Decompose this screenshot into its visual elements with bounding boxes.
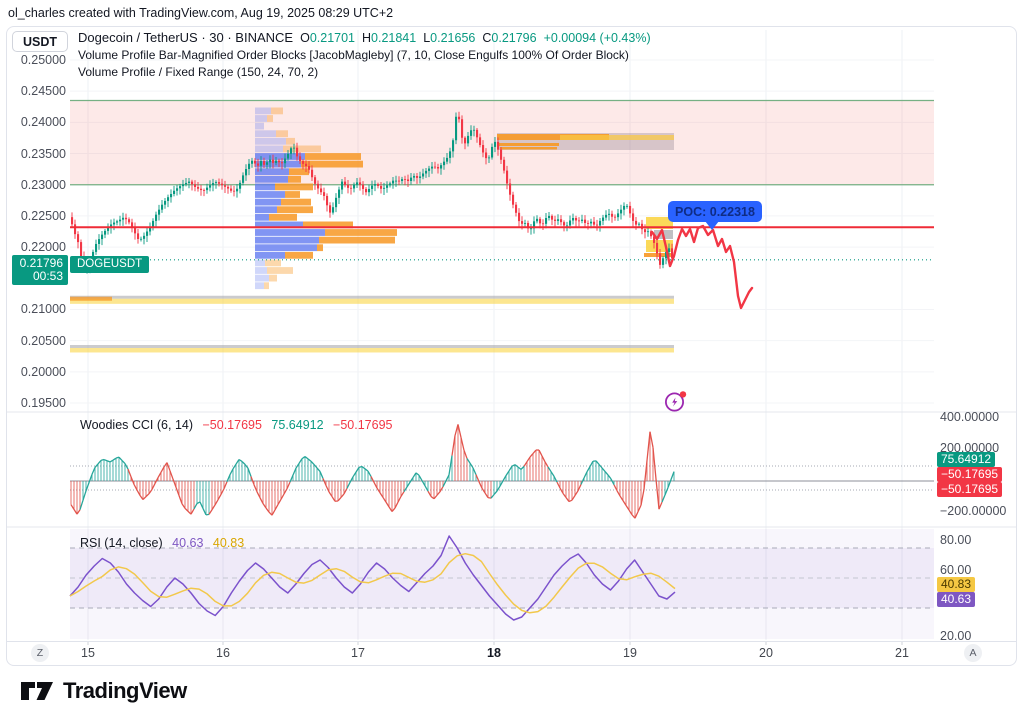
rsi-ma-line xyxy=(69,552,676,614)
cci-axis-label: 200.00000 xyxy=(940,441,1000,455)
rsi-axis-label: 20.00 xyxy=(940,629,972,643)
time-axis-divider xyxy=(7,641,1016,642)
cci-value-low2: −50.17695 xyxy=(333,418,393,432)
time-axis-label-15[interactable]: 15 xyxy=(81,646,95,660)
cci-value-low1: −50.17695 xyxy=(202,418,262,432)
cci-legend[interactable]: Woodies CCI (6, 14) −50.17695 75.64912 −… xyxy=(80,418,392,432)
price-change: +0.00094 (+0.43%) xyxy=(543,31,651,45)
ohlc-open-value: 0.21701 xyxy=(309,31,355,45)
forecast-drawing xyxy=(650,224,754,310)
cci-badge: −50.17695 xyxy=(937,467,1003,482)
rsi-value: 40.63 xyxy=(172,536,204,550)
time-axis-label-16[interactable]: 16 xyxy=(216,646,230,660)
tradingview-logo[interactable]: TradingView xyxy=(20,678,187,704)
time-axis-label-18[interactable]: 18 xyxy=(487,646,501,660)
price-axis-label: 0.20500 xyxy=(20,333,66,348)
timezone-button[interactable]: Z xyxy=(31,644,49,662)
price-axis-label: 0.24000 xyxy=(20,115,66,130)
price-axis-label: 0.23000 xyxy=(20,177,66,192)
symbol-title[interactable]: Dogecoin / TetherUS · 30 · BINANCE xyxy=(78,30,294,45)
time-axis-label-20[interactable]: 20 xyxy=(759,646,773,660)
rsi-legend[interactable]: RSI (14, close) 40.63 40.83 xyxy=(80,536,244,550)
cci-axis-label: 400.00000 xyxy=(940,410,1000,424)
price-axis-label: 0.22000 xyxy=(20,240,66,255)
time-axis-label-17[interactable]: 17 xyxy=(351,646,365,660)
tradingview-logo-icon xyxy=(21,681,53,700)
price-axis-label: 0.24500 xyxy=(20,84,66,99)
bar-countdown: 00:53 xyxy=(32,269,63,283)
cci-axis-label: −200.00000 xyxy=(940,504,1007,518)
price-axis-label: 0.23500 xyxy=(20,146,66,161)
indicator-legend-volume-profile[interactable]: Volume Profile / Fixed Range (150, 24, 7… xyxy=(78,65,319,79)
symbol-title-row: Dogecoin / TetherUS · 30 · BINANCE O0.217… xyxy=(78,30,651,46)
ohlc-low-label: L xyxy=(423,31,431,45)
symbol-legend[interactable]: Dogecoin / TetherUS · 30 · BINANCE O0.217… xyxy=(78,30,651,80)
price-axis-label: 0.20000 xyxy=(20,364,66,379)
time-axis-label-21[interactable]: 21 xyxy=(895,646,909,660)
ohlc-close-value: 0.21796 xyxy=(491,31,537,45)
time-axis-label-19[interactable]: 19 xyxy=(623,646,637,660)
rsi-axis-label: 60.00 xyxy=(940,563,972,577)
auto-scale-button[interactable]: A xyxy=(964,644,982,662)
boost-lightning-icon[interactable] xyxy=(664,390,687,413)
credit-line: ol_charles created with TradingView.com,… xyxy=(8,6,394,20)
price-axis-label: 0.25000 xyxy=(20,53,66,67)
indicator-legend-order-blocks[interactable]: Volume Profile Bar-Magnified Order Block… xyxy=(78,48,629,62)
cci-badge: 75.64912 xyxy=(937,452,996,467)
quote-currency-button[interactable]: USDT xyxy=(12,31,68,52)
price-axis-label: 0.19500 xyxy=(20,396,66,410)
rsi-title: RSI (14, close) xyxy=(80,536,163,550)
rsi-axis-label: 80.00 xyxy=(940,533,972,547)
ohlc-low-value: 0.21656 xyxy=(430,31,476,45)
ohlc-close-label: C xyxy=(482,31,492,45)
cci-value-high: 75.64912 xyxy=(271,418,324,432)
cci-histogram xyxy=(70,424,675,519)
rsi-line xyxy=(69,535,676,621)
symbol-price-tag: DOGEUSDT xyxy=(70,256,150,273)
last-price-value: 0.21796 xyxy=(19,256,63,270)
price-axis-label: 0.22500 xyxy=(20,208,66,223)
ohlc-high-value: 0.21841 xyxy=(371,31,417,45)
cci-title: Woodies CCI (6, 14) xyxy=(80,418,194,432)
rsi-ma-value: 40.83 xyxy=(212,536,245,550)
tradingview-logo-text: TradingView xyxy=(63,678,187,703)
rsi-badge: 40.83 xyxy=(937,577,976,592)
poc-callout-pointer xyxy=(705,221,719,230)
ohlc-open-label: O xyxy=(300,31,310,45)
rsi-badge: 40.63 xyxy=(937,592,976,607)
cci-badge: −50.17695 xyxy=(937,482,1003,497)
last-price-badge: 0.21796 00:53 xyxy=(12,255,68,285)
ohlc-high-label: H xyxy=(362,31,372,45)
poc-callout[interactable]: POC: 0.22318 xyxy=(668,201,762,222)
price-axis-label: 0.21000 xyxy=(20,302,66,317)
